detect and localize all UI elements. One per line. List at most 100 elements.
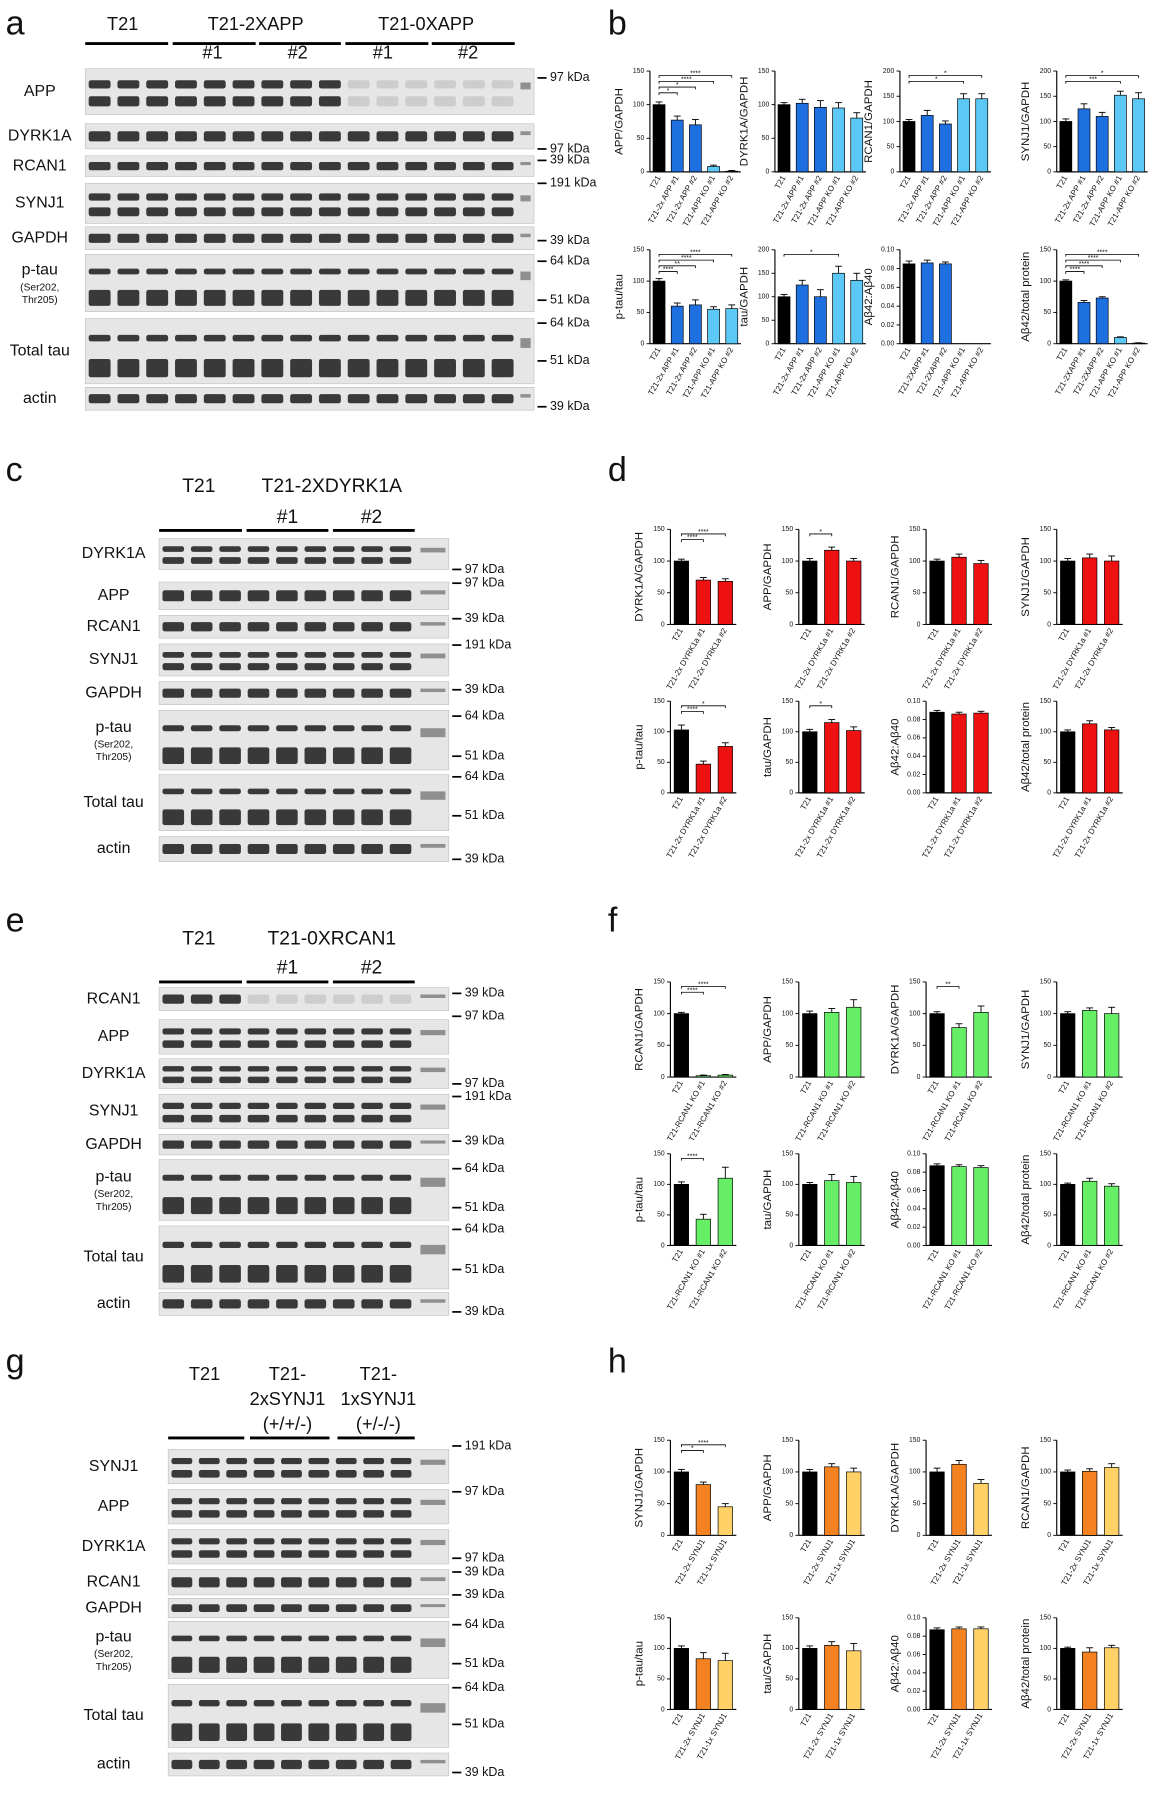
band <box>171 1510 193 1518</box>
band <box>146 334 169 342</box>
y-tick-label: 150 <box>883 93 895 100</box>
row-label: SYNJ1 <box>15 195 65 212</box>
bar <box>802 731 818 794</box>
band <box>462 193 485 201</box>
band <box>203 289 226 306</box>
sig-bracket <box>658 253 733 257</box>
band <box>347 289 370 306</box>
panel-letter: e <box>6 901 25 939</box>
band <box>363 1577 385 1588</box>
band <box>276 1102 298 1109</box>
band <box>390 1470 412 1478</box>
bar <box>824 1466 840 1536</box>
y-tick-label: 0.00 <box>907 790 920 797</box>
band <box>198 1759 220 1770</box>
y-axis-label: p-tau/tau <box>613 274 625 319</box>
band <box>462 394 485 404</box>
marker-label: 64 kDa <box>465 1222 505 1236</box>
band <box>190 1028 213 1035</box>
bar <box>1114 337 1127 345</box>
band <box>376 193 399 201</box>
band <box>389 1102 412 1109</box>
band <box>390 1498 412 1505</box>
row-label: p-tau <box>96 1628 132 1645</box>
band <box>198 1457 220 1465</box>
marker-label: 39 kDa <box>465 852 505 866</box>
band <box>276 688 298 698</box>
band <box>332 622 355 632</box>
band <box>276 1197 298 1215</box>
y-tick-label: 0.06 <box>907 735 920 742</box>
bar <box>1104 729 1120 794</box>
bar <box>717 1177 733 1246</box>
band <box>117 233 140 243</box>
band <box>247 1241 270 1249</box>
sig-label: **** <box>1070 267 1081 274</box>
y-tick-label: 50 <box>657 1676 665 1683</box>
row-sublabel: (Ser202, <box>94 739 133 750</box>
y-tick-label: 100 <box>1040 1181 1052 1188</box>
band <box>332 1241 355 1249</box>
bar <box>802 1183 818 1246</box>
blot-header: T21- <box>360 1363 397 1384</box>
x-tick-label: T21 <box>926 1079 941 1096</box>
sig-label: **** <box>698 982 709 989</box>
band <box>203 131 226 142</box>
y-tick-label: 200 <box>758 247 770 254</box>
bar <box>802 560 818 625</box>
band <box>335 1457 357 1465</box>
band <box>232 207 255 217</box>
y-tick-label: 100 <box>1040 278 1052 285</box>
sig-label: **** <box>690 71 701 78</box>
y-tick-label: 200 <box>883 68 895 75</box>
band <box>390 1538 412 1545</box>
y-tick-label: 150 <box>782 526 794 533</box>
band <box>203 334 226 342</box>
band <box>175 96 197 107</box>
bar <box>717 1660 733 1710</box>
band <box>491 394 514 404</box>
bar <box>850 279 864 345</box>
y-tick-label: 50 <box>1043 590 1051 597</box>
bar <box>846 1650 862 1710</box>
row-label: GAPDH <box>11 230 68 247</box>
band <box>162 725 185 732</box>
bar <box>920 115 934 173</box>
band <box>405 162 428 171</box>
band <box>332 1299 355 1309</box>
band <box>219 1028 241 1035</box>
y-tick-label: 100 <box>782 1469 794 1476</box>
y-tick-label: 0 <box>789 1074 793 1081</box>
y-tick-label: 0 <box>1047 621 1051 628</box>
marker-label: 64 kDa <box>465 769 505 783</box>
band <box>232 289 255 306</box>
band <box>162 1028 185 1035</box>
band <box>332 546 355 552</box>
y-axis-label: Aβ42:Aβ40 <box>889 1171 901 1228</box>
blot-header: T21-0XAPP <box>378 13 474 34</box>
band <box>304 788 327 795</box>
band <box>434 162 456 171</box>
band <box>276 1174 298 1181</box>
sig-bracket <box>680 1444 726 1448</box>
sig-bracket <box>680 705 726 709</box>
band <box>162 622 185 632</box>
sig-bracket <box>1065 271 1085 274</box>
row-label: p-tau <box>96 719 132 736</box>
band <box>88 289 111 306</box>
bar <box>652 104 666 173</box>
ladder-lane <box>520 338 531 348</box>
sig-label: **** <box>698 1440 709 1447</box>
band <box>290 193 313 201</box>
band <box>462 268 485 275</box>
band <box>405 359 428 378</box>
band <box>162 788 185 795</box>
sig-label: * <box>667 88 670 95</box>
x-tick-label: T21 <box>670 626 685 643</box>
band <box>376 162 399 171</box>
bar <box>717 1506 733 1536</box>
band <box>389 809 412 826</box>
band <box>361 590 383 602</box>
marker-label: 97 kDa <box>465 1076 505 1090</box>
bar <box>814 296 827 345</box>
